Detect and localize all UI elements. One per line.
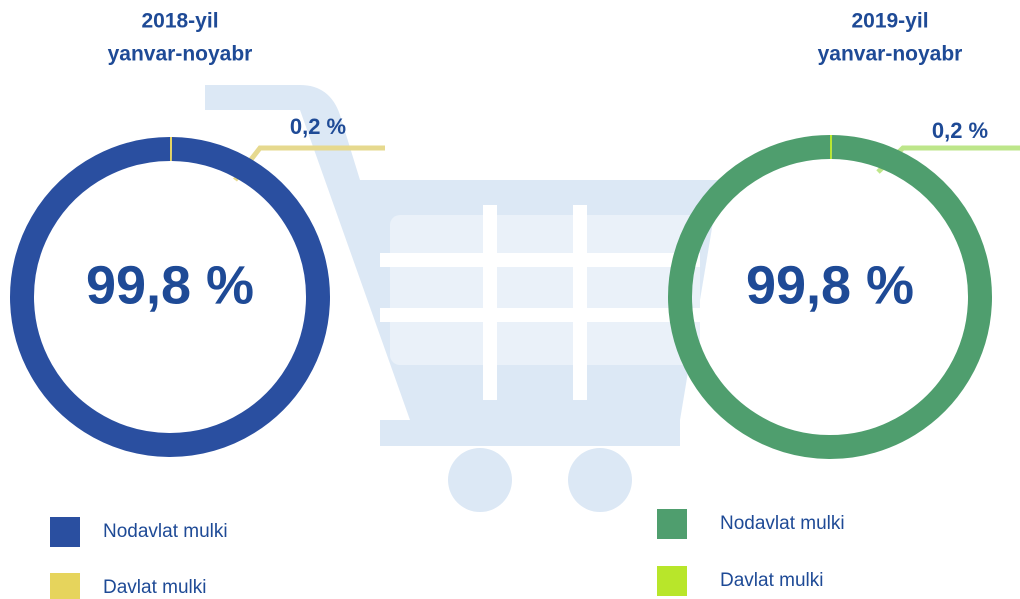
legend-swatch: [657, 566, 687, 596]
legend-swatch: [50, 517, 80, 547]
legend-label: Nodavlat mulki: [720, 513, 845, 534]
chart-subtitle: yanvar-noyabr: [818, 43, 963, 66]
legend-swatch: [50, 573, 80, 599]
chart-title: 2019-yil: [851, 10, 928, 33]
value-label: 99,8 %: [86, 255, 254, 315]
value-label: 0,2 %: [290, 114, 346, 139]
legend-label: Nodavlat mulki: [103, 521, 228, 542]
chart-title: 2018-yil: [141, 10, 218, 33]
legend-swatch: [657, 509, 687, 539]
value-label: 0,2 %: [932, 118, 988, 143]
legend-label: Davlat mulki: [720, 570, 823, 591]
value-label: 99,8 %: [746, 255, 914, 315]
legend-label: Davlat mulki: [103, 577, 206, 598]
infographic: 2018-yil yanvar-noyabr 99,8 % 0,2 % Nodavlat…: [0, 0, 1020, 599]
chart-subtitle: yanvar-noyabr: [108, 43, 253, 66]
